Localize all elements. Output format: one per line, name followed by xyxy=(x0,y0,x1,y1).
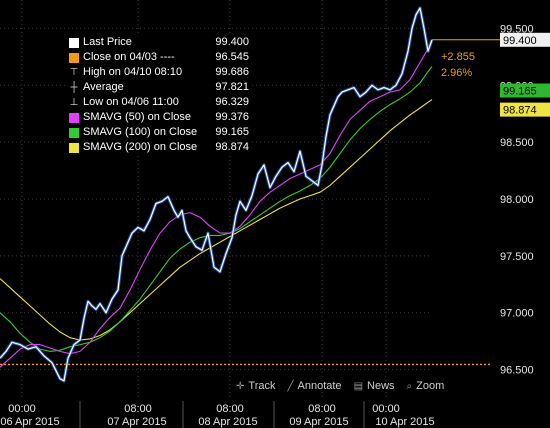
series-line-smavg-50-on-close xyxy=(0,42,433,368)
annotate-button[interactable]: ╱ Annotate xyxy=(287,377,341,395)
change-percent-label: 2.96% xyxy=(441,67,472,79)
series-lines xyxy=(0,6,500,383)
x-tick-date-label: 10 Apr 2015 xyxy=(375,416,434,428)
legend-value: 99.686 xyxy=(215,66,249,78)
price-tag-bg xyxy=(500,83,550,98)
x-tick-date-label: 09 Apr 2015 xyxy=(289,416,348,428)
legend-label: Average xyxy=(83,81,124,93)
legend-label: SMAVG (200) on Close xyxy=(83,141,198,153)
x-tick-time-label: 08:00 xyxy=(216,403,244,415)
legend-value: 99.376 xyxy=(215,111,249,123)
price-tag-bg xyxy=(500,32,550,47)
average-marker-icon: ┼ xyxy=(70,82,78,93)
legend-swatch xyxy=(69,52,79,63)
x-tick-time-label: 08:00 xyxy=(308,403,336,415)
legend-value: 99.165 xyxy=(215,126,249,138)
legend-label: High on 04/10 08:10 xyxy=(83,66,183,78)
legend-row: Close on 04/03 ---- 96.545 xyxy=(66,50,252,65)
legend-value: 97.821 xyxy=(215,81,249,93)
annotate-icon: ╱ xyxy=(287,380,294,392)
news-label: News xyxy=(367,380,395,392)
chart-legend: Last Price 99.400 Close on 04/03 ---- 96.54… xyxy=(66,35,252,155)
annotate-label: Annotate xyxy=(297,380,342,392)
x-tick-time-label: 00:00 xyxy=(8,403,36,415)
legend-row: SMAVG (100) on Close 99.165 xyxy=(66,125,252,140)
price-tag-bg xyxy=(500,102,550,117)
track-label: Track xyxy=(248,380,276,392)
y-tick-label: 99.500 xyxy=(500,23,534,35)
price-tag-label: 98.874 xyxy=(503,105,537,117)
legend-row: Last Price 99.400 xyxy=(66,35,252,50)
chart-toolbar: ✛ Track ╱ Annotate ▤ News ⌕ Zoom xyxy=(236,377,456,395)
y-tick-label: 98.000 xyxy=(500,194,534,206)
x-tick-time-label: 00:00 xyxy=(372,403,400,415)
legend-label: Low on 04/06 11:00 xyxy=(83,96,179,108)
high-marker-icon: ⊤ xyxy=(69,67,79,78)
y-tick-label: 98.500 xyxy=(500,137,534,149)
zoom-label: Zoom xyxy=(416,380,445,392)
legend-swatch xyxy=(69,37,79,48)
legend-value: 99.400 xyxy=(215,36,249,48)
news-icon: ▤ xyxy=(353,380,364,392)
legend-swatch xyxy=(69,142,79,153)
zoom-icon: ⌕ xyxy=(406,380,413,392)
legend-value: 96.329 xyxy=(215,96,249,108)
series-line-smavg-200-on-close xyxy=(0,99,433,341)
legend-row: ⊤ High on 04/10 08:10 99.686 xyxy=(66,65,252,80)
legend-value: 98.874 xyxy=(215,141,249,153)
price-tag-label: 99.400 xyxy=(503,35,537,47)
x-tick-date-label: 06 Apr 2015 xyxy=(0,416,59,428)
legend-label: SMAVG (100) on Close xyxy=(83,126,198,138)
legend-label: Close on 04/03 ---- xyxy=(83,51,175,63)
legend-row: SMAVG (200) on Close 98.874 xyxy=(66,140,252,155)
x-tick-date-label: 07 Apr 2015 xyxy=(107,416,166,428)
series-line-last-price xyxy=(0,7,433,382)
change-absolute-label: +2.855 xyxy=(441,51,475,63)
y-tick-label: 97.000 xyxy=(500,308,534,320)
track-button[interactable]: ✛ Track xyxy=(236,377,275,395)
legend-row: ┼ Average 97.821 xyxy=(66,80,252,95)
legend-label: SMAVG (50) on Close xyxy=(83,111,192,123)
y-tick-label: 97.500 xyxy=(500,251,534,263)
legend-swatch xyxy=(69,112,79,123)
x-tick-date-label: 08 Apr 2015 xyxy=(198,416,257,428)
crosshair-icon: ✛ xyxy=(236,380,245,392)
legend-label: Last Price xyxy=(83,36,132,48)
legend-value: 96.545 xyxy=(215,51,249,63)
news-button[interactable]: ▤ News xyxy=(354,377,395,395)
legend-swatch xyxy=(69,127,79,138)
low-marker-icon: ⊥ xyxy=(69,97,79,108)
legend-row: ⊥ Low on 04/06 11:00 96.329 xyxy=(66,95,252,110)
y-tick-label: 96.500 xyxy=(500,365,534,377)
price-tags: +2.855 2.96% 99.400 99.165 98.874 xyxy=(441,32,550,117)
price-tag-label: 99.165 xyxy=(503,86,537,98)
legend-row: SMAVG (50) on Close 99.376 xyxy=(66,110,252,125)
zoom-button[interactable]: ⌕ Zoom xyxy=(407,377,445,395)
x-tick-time-label: 08:00 xyxy=(124,403,152,415)
